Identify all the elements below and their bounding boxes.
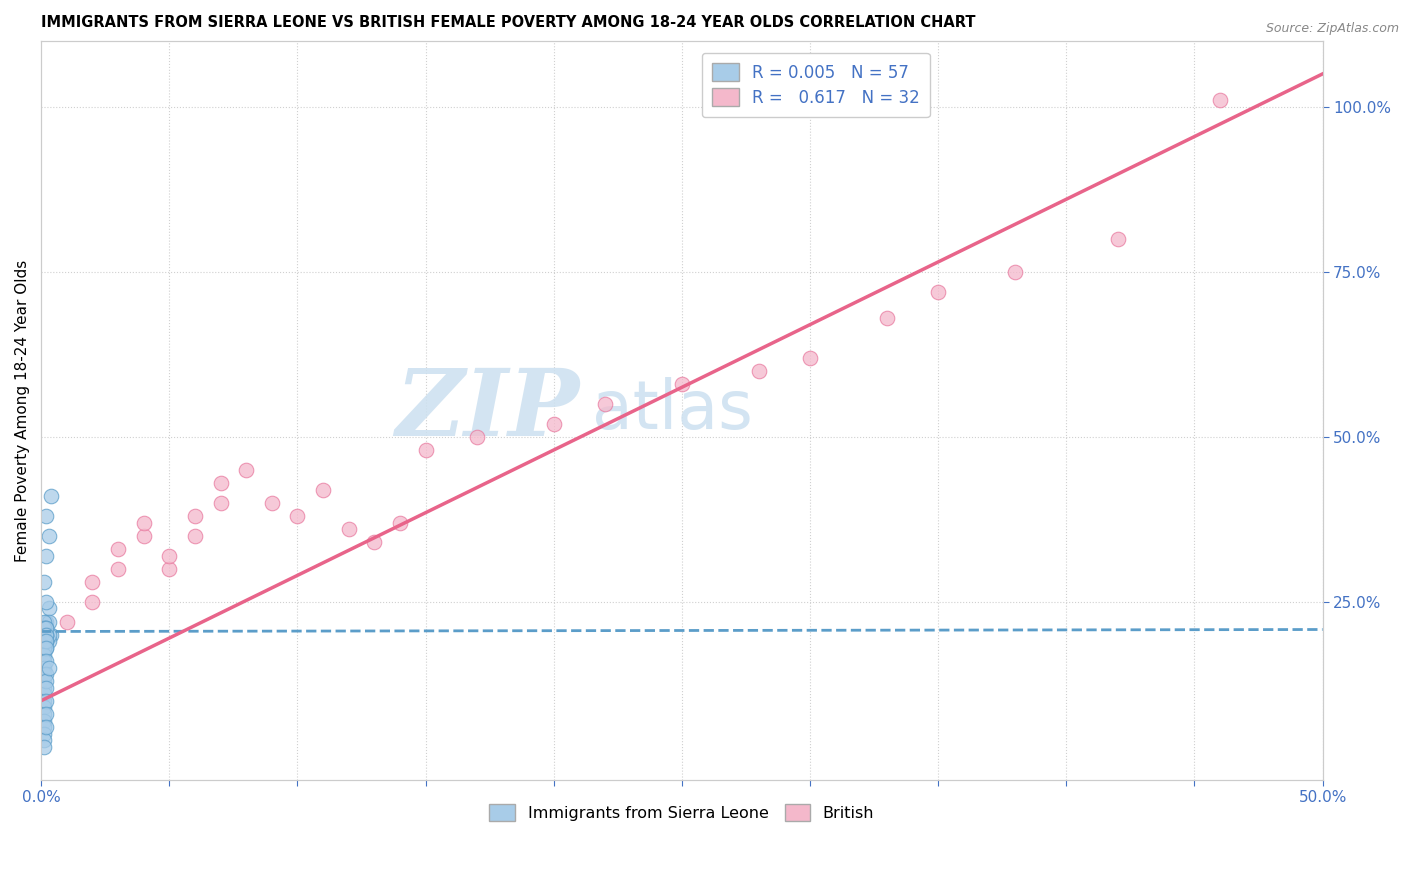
- Point: [337, 522, 360, 536]
- Point: [32, 727, 55, 741]
- Point: [32, 640, 55, 655]
- Point: [35, 667, 58, 681]
- Point: [157, 549, 180, 563]
- Point: [799, 351, 821, 365]
- Point: [32, 739, 55, 754]
- Point: [35, 628, 58, 642]
- Point: [287, 508, 309, 523]
- Point: [415, 442, 437, 457]
- Point: [388, 516, 411, 530]
- Point: [35, 549, 58, 563]
- Point: [32, 706, 55, 721]
- Point: [35, 694, 58, 708]
- Point: [209, 496, 232, 510]
- Point: [32, 621, 55, 635]
- Point: [32, 694, 55, 708]
- Point: [543, 417, 565, 431]
- Point: [184, 529, 207, 543]
- Point: [32, 661, 55, 675]
- Point: [35, 634, 58, 648]
- Point: [32, 654, 55, 668]
- Point: [41, 489, 63, 503]
- Point: [35, 595, 58, 609]
- Point: [35, 628, 58, 642]
- Y-axis label: Female Poverty Among 18-24 Year Olds: Female Poverty Among 18-24 Year Olds: [15, 260, 30, 562]
- Point: [465, 430, 488, 444]
- Point: [32, 673, 55, 688]
- Point: [132, 516, 155, 530]
- Point: [35, 621, 58, 635]
- Point: [32, 634, 55, 648]
- Point: [876, 311, 898, 326]
- Point: [41, 628, 63, 642]
- Point: [35, 720, 58, 734]
- Point: [35, 640, 58, 655]
- Point: [32, 700, 55, 714]
- Point: [1004, 265, 1026, 279]
- Point: [35, 615, 58, 629]
- Point: [748, 364, 770, 378]
- Point: [209, 475, 232, 490]
- Point: [312, 483, 335, 497]
- Point: [1107, 232, 1129, 246]
- Point: [32, 574, 55, 589]
- Point: [184, 508, 207, 523]
- Point: [32, 634, 55, 648]
- Point: [38, 628, 60, 642]
- Point: [55, 615, 77, 629]
- Point: [38, 661, 60, 675]
- Point: [157, 562, 180, 576]
- Text: Source: ZipAtlas.com: Source: ZipAtlas.com: [1265, 22, 1399, 36]
- Text: ZIP: ZIP: [395, 366, 579, 456]
- Point: [35, 628, 58, 642]
- Point: [32, 720, 55, 734]
- Point: [82, 595, 104, 609]
- Point: [107, 541, 129, 556]
- Point: [35, 508, 58, 523]
- Text: IMMIGRANTS FROM SIERRA LEONE VS BRITISH FEMALE POVERTY AMONG 18-24 YEAR OLDS COR: IMMIGRANTS FROM SIERRA LEONE VS BRITISH …: [41, 15, 976, 30]
- Point: [35, 681, 58, 695]
- Point: [363, 535, 385, 549]
- Point: [38, 634, 60, 648]
- Point: [1209, 93, 1232, 107]
- Text: atlas: atlas: [592, 377, 754, 443]
- Point: [35, 628, 58, 642]
- Point: [32, 634, 55, 648]
- Legend: Immigrants from Sierra Leone, British: Immigrants from Sierra Leone, British: [482, 798, 880, 828]
- Point: [82, 574, 104, 589]
- Point: [38, 529, 60, 543]
- Point: [35, 634, 58, 648]
- Point: [38, 601, 60, 615]
- Point: [32, 615, 55, 629]
- Point: [593, 397, 616, 411]
- Point: [235, 463, 257, 477]
- Point: [32, 733, 55, 747]
- Point: [107, 562, 129, 576]
- Point: [927, 285, 949, 299]
- Point: [32, 687, 55, 701]
- Point: [35, 634, 58, 648]
- Point: [32, 628, 55, 642]
- Point: [260, 496, 283, 510]
- Point: [35, 640, 58, 655]
- Point: [35, 673, 58, 688]
- Point: [38, 615, 60, 629]
- Point: [32, 648, 55, 662]
- Point: [35, 654, 58, 668]
- Point: [32, 621, 55, 635]
- Point: [32, 640, 55, 655]
- Point: [32, 714, 55, 728]
- Point: [35, 621, 58, 635]
- Point: [32, 667, 55, 681]
- Point: [32, 681, 55, 695]
- Point: [671, 377, 693, 392]
- Point: [32, 621, 55, 635]
- Point: [132, 529, 155, 543]
- Point: [35, 706, 58, 721]
- Point: [32, 628, 55, 642]
